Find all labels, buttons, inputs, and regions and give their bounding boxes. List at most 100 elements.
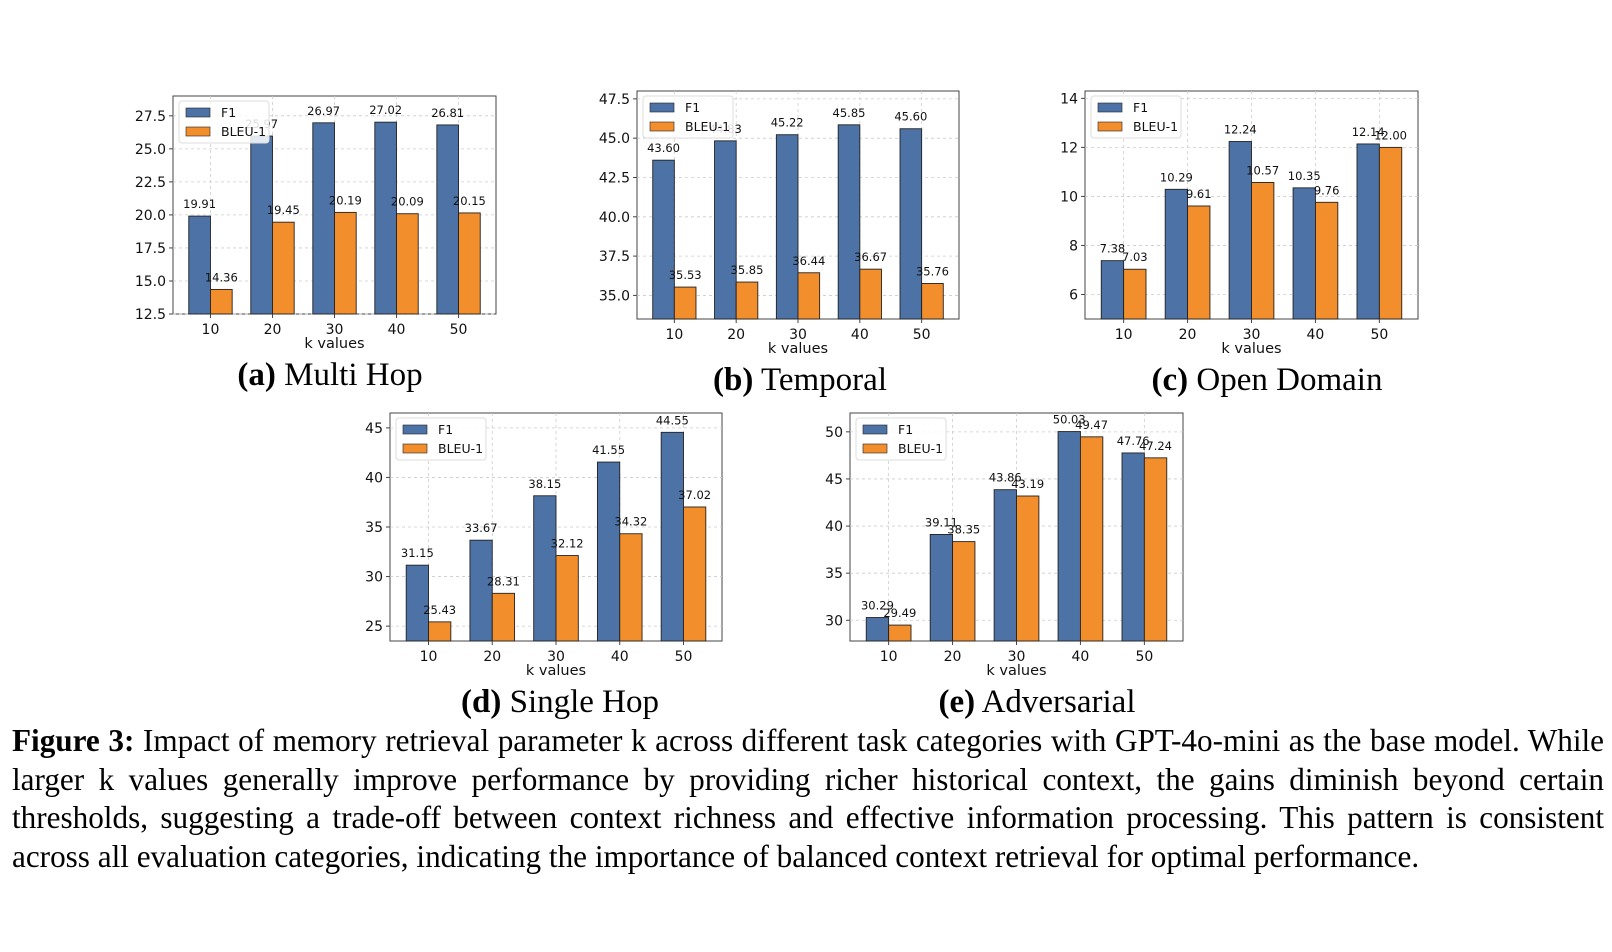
- x-tick-label: 30: [326, 322, 344, 338]
- y-tick-label: 47.5: [599, 92, 630, 108]
- value-label-f1: 43.60: [647, 141, 680, 155]
- subcaption-d: (d) Single Hop: [461, 684, 659, 721]
- legend-swatch-bleu: [1097, 121, 1123, 132]
- x-tick-label: 40: [1072, 649, 1090, 665]
- legend-swatch-f1: [402, 424, 428, 435]
- bar-f1-e-10: [865, 617, 890, 642]
- chart-b: 35.037.540.042.545.047.543.6035.531044.8…: [599, 90, 960, 357]
- value-label-bleu: 38.35: [947, 523, 980, 537]
- value-label-bleu: 10.57: [1246, 163, 1279, 177]
- bar-f1-a-50: [436, 124, 459, 315]
- bar-bleu-c-10: [1123, 268, 1147, 320]
- value-label-f1: 10.35: [1288, 169, 1321, 183]
- legend-label-bleu: BLEU-1: [1133, 119, 1178, 134]
- x-tick-label: 50: [450, 322, 468, 338]
- value-label-f1: 41.55: [592, 443, 625, 457]
- y-tick-label: 30: [825, 613, 843, 629]
- bar-bleu-b-30: [797, 272, 821, 320]
- y-tick-label: 30: [365, 570, 383, 586]
- legend-swatch-f1: [862, 424, 888, 435]
- x-tick-label: 10: [420, 649, 438, 665]
- y-tick-label: 35.0: [599, 288, 630, 304]
- legend-b: F1 BLEU-1: [642, 95, 734, 139]
- legend-d: F1 BLEU-1: [395, 417, 487, 461]
- value-label-f1: 43.86: [989, 471, 1022, 485]
- subcaption-d-title: Single Hop: [509, 684, 660, 720]
- legend-swatch-f1: [1097, 102, 1123, 113]
- bar-f1-d-40: [596, 461, 621, 642]
- x-tick-label: 20: [264, 322, 282, 338]
- figure-charts: 12.5 15.0 17.5 20.0 22.5 25.0 27.5 19.91 14.36 10…: [135, 90, 1419, 679]
- bar-bleu-a-50: [458, 212, 481, 315]
- value-label-f1: 45.60: [894, 110, 927, 124]
- y-tick-label: 40: [825, 519, 843, 535]
- value-label-f1: 12.14: [1352, 125, 1385, 139]
- y-tick-label: 12: [1060, 140, 1078, 156]
- bar-bleu-b-50: [921, 283, 944, 320]
- value-label-bleu: 36.67: [854, 250, 887, 264]
- y-tick-label: 35: [825, 566, 843, 582]
- y-tick-label: 12.5: [135, 307, 166, 323]
- bar-bleu-a-20: [272, 221, 295, 315]
- value-label-bleu: 7.03: [1122, 250, 1148, 264]
- legend-label-bleu: BLEU-1: [438, 441, 483, 456]
- bar-bleu-e-40: [1079, 436, 1104, 642]
- value-label-bleu: 9.76: [1314, 183, 1340, 197]
- legend-swatch-bleu: [185, 126, 211, 137]
- y-tick-label: 37.5: [599, 249, 630, 265]
- x-axis-label-e: k values: [986, 663, 1046, 679]
- bar-bleu-e-50: [1143, 457, 1168, 642]
- value-label-bleu: 9.61: [1186, 187, 1212, 201]
- bar-f1-a-40: [374, 121, 397, 315]
- value-label-bleu: 35.85: [731, 263, 764, 277]
- value-label-bleu: 14.36: [205, 270, 238, 284]
- y-tick-label: 25.0: [135, 142, 166, 158]
- y-tick-label: 40: [365, 470, 383, 486]
- legend-swatch-f1: [185, 107, 211, 118]
- bar-bleu-e-10: [888, 624, 912, 642]
- bar-f1-e-30: [993, 489, 1017, 642]
- value-label-f1: 31.15: [401, 546, 434, 560]
- value-label-f1: 38.15: [528, 477, 561, 491]
- value-label-f1: 45.85: [833, 106, 866, 120]
- bar-bleu-c-40: [1314, 201, 1339, 320]
- value-label-bleu: 43.19: [1011, 477, 1044, 491]
- bar-f1-b-50: [899, 128, 923, 320]
- subcaption-e-label: (e): [938, 684, 976, 720]
- y-tick-label: 6: [1069, 287, 1078, 303]
- value-label-f1: 44.55: [656, 413, 689, 427]
- value-label-bleu: 29.49: [883, 606, 916, 620]
- y-tick-label: 45: [365, 421, 383, 437]
- bar-bleu-a-30: [334, 211, 357, 315]
- subcaption-b-title: Temporal: [761, 362, 887, 398]
- value-label-f1: 45.22: [771, 116, 804, 130]
- x-tick-label: 10: [1115, 327, 1133, 343]
- x-axis-label-c: k values: [1221, 341, 1281, 357]
- y-tick-label: 35: [365, 520, 383, 536]
- subcaption-e: (e) Adversarial: [938, 684, 1135, 721]
- x-tick-label: 30: [789, 327, 807, 343]
- bar-f1-e-50: [1121, 452, 1145, 642]
- bar-bleu-d-10: [428, 621, 452, 642]
- subcaption-b: (b) Temporal: [713, 362, 887, 399]
- bar-bleu-d-50: [683, 506, 707, 642]
- value-label-bleu: 20.19: [329, 193, 362, 207]
- x-tick-label: 20: [483, 649, 501, 665]
- bar-bleu-c-20: [1187, 205, 1211, 320]
- legend-label-bleu: BLEU-1: [685, 119, 730, 134]
- legend-label-f1: F1: [221, 105, 236, 120]
- y-tick-label: 8: [1069, 238, 1078, 254]
- x-tick-label: 50: [1135, 649, 1153, 665]
- value-label-f1: 26.97: [307, 104, 340, 118]
- bar-f1-b-10: [652, 159, 675, 320]
- x-tick-label: 30: [547, 649, 565, 665]
- subcaption-c-label: (c): [1151, 362, 1189, 398]
- value-label-f1: 19.91: [183, 197, 216, 211]
- value-label-f1: 7.38: [1100, 242, 1126, 256]
- value-label-f1: 50.03: [1053, 413, 1086, 427]
- legend-label-f1: F1: [898, 422, 913, 437]
- value-label-f1: 26.81: [431, 106, 464, 120]
- bar-bleu-c-30: [1251, 181, 1275, 320]
- figure-label: Figure 3:: [12, 723, 135, 758]
- bar-bleu-b-40: [859, 268, 882, 320]
